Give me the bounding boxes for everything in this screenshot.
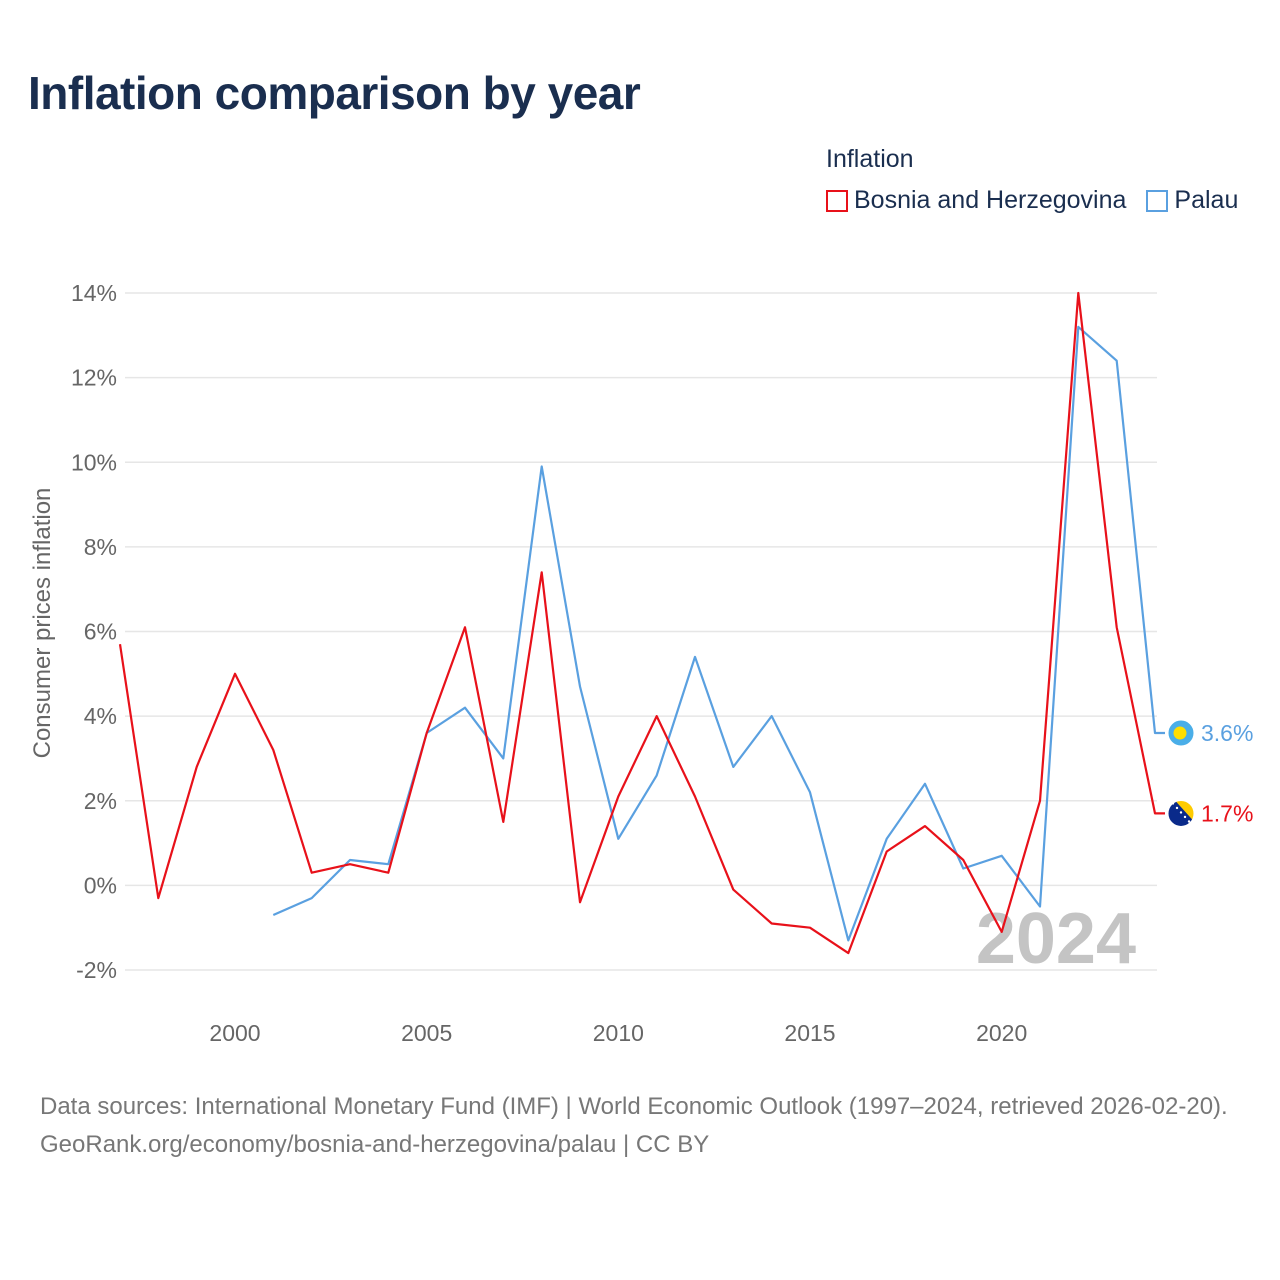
year-watermark: 2024 [976, 899, 1136, 979]
legend-swatch-palau [1146, 189, 1169, 212]
x-tick-label: 2010 [593, 1020, 644, 1046]
y-axis-label: Consumer prices inflation [29, 488, 56, 759]
series-line-bosnia[interactable] [118, 291, 1165, 955]
end-value-label-palau: 3.6% [1201, 720, 1253, 746]
legend-title: Inflation [826, 145, 914, 173]
legend-item-bosnia[interactable]: Bosnia and Herzegovina [826, 186, 1126, 215]
chart-title: Inflation comparison by year [28, 67, 641, 119]
y-tick-label: 2% [84, 788, 117, 814]
data-sources: Data sources: International Monetary Fun… [40, 1093, 1228, 1120]
end-markers: 1.7% 3.6% [1167, 719, 1253, 827]
y-tick-label: 6% [84, 619, 117, 645]
x-tick-label: 2005 [401, 1020, 452, 1046]
y-tick-label: 12% [71, 365, 117, 391]
x-tick-label: 2020 [976, 1020, 1027, 1046]
x-tick-label: 2015 [784, 1020, 835, 1046]
footer: Data sources: International Monetary Fun… [40, 1088, 1250, 1164]
legend-label-palau: Palau [1174, 186, 1239, 214]
series-line-palau[interactable] [272, 325, 1165, 942]
y-tick-label: 10% [71, 449, 117, 475]
series-lines [118, 291, 1165, 955]
y-axis-ticks: -2% 0% 2% 4% 6% 8% 10% 12% 14% [71, 280, 117, 983]
y-tick-label: 14% [71, 280, 117, 306]
y-tick-label: -2% [76, 957, 117, 983]
source-url[interactable]: GeoRank.org/economy/bosnia-and-herzegovi… [40, 1131, 710, 1158]
y-tick-label: 8% [84, 534, 117, 560]
legend-swatch-bosnia [826, 189, 848, 212]
x-tick-label: 2000 [209, 1020, 260, 1046]
end-value-label-bosnia: 1.7% [1201, 800, 1253, 826]
y-tick-label: 0% [84, 872, 117, 898]
gridlines [125, 292, 1157, 971]
x-axis-ticks: 2000 2005 2010 2015 2020 [209, 1020, 1027, 1046]
legend-label-bosnia: Bosnia and Herzegovina [854, 186, 1127, 214]
y-tick-label: 4% [84, 703, 117, 729]
bosnia-flag-icon [1167, 799, 1195, 827]
legend-item-palau[interactable]: Palau [1146, 186, 1238, 215]
palau-flag-icon [1167, 719, 1195, 747]
legend: Bosnia and Herzegovina Palau [826, 186, 1238, 215]
